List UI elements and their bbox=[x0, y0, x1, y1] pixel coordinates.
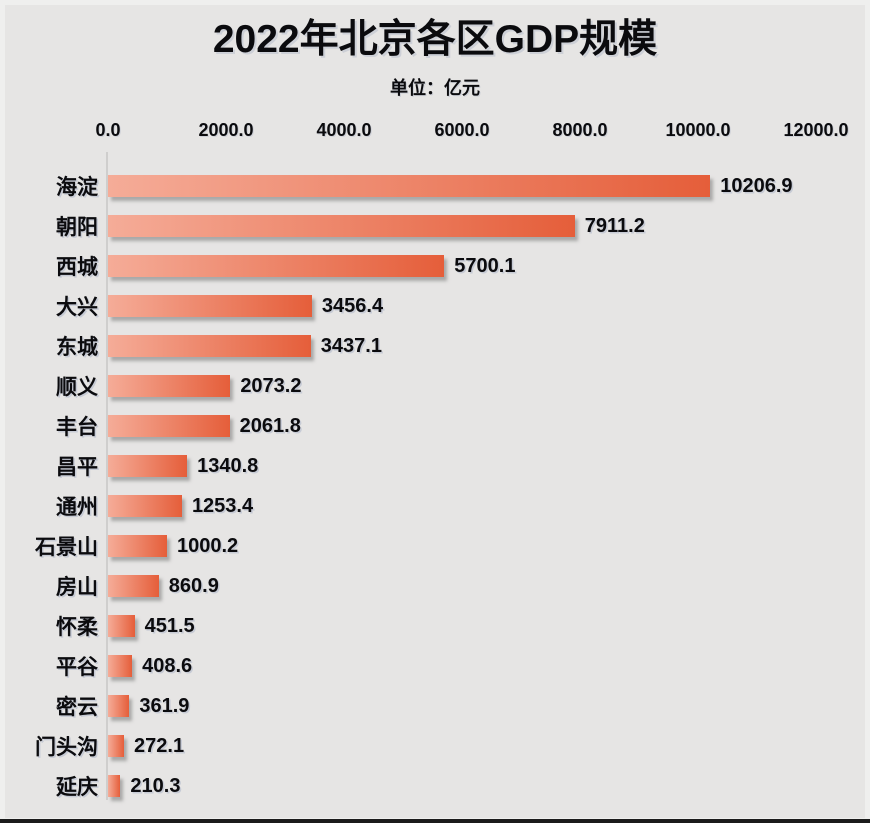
value-label: 3456.4 bbox=[321, 294, 384, 317]
category-label: 通州 bbox=[56, 496, 98, 519]
category-label: 密云 bbox=[56, 696, 98, 719]
x-axis-tick: 8000.0 bbox=[552, 120, 608, 140]
category-label: 丰台 bbox=[56, 416, 98, 439]
category-label: 昌平 bbox=[56, 456, 98, 479]
gdp-bar bbox=[108, 735, 125, 757]
bar-track: 3437.1 bbox=[108, 335, 816, 358]
category-label: 平谷 bbox=[56, 656, 98, 679]
bar-row: 顺义 2073.2 bbox=[0, 366, 870, 406]
bar-track: 1340.8 bbox=[108, 455, 816, 478]
value-label: 1340.8 bbox=[197, 454, 259, 477]
value-label: 361.9 bbox=[139, 694, 190, 717]
bar-row: 房山 860.9 bbox=[0, 566, 870, 606]
bar-track: 361.9 bbox=[108, 695, 816, 718]
bar-track: 3456.4 bbox=[108, 295, 816, 318]
value-label: 3437.1 bbox=[320, 334, 382, 357]
bar-track: 2061.8 bbox=[108, 415, 816, 438]
x-axis: 0.0 2000.0 4000.0 6000.0 8000.0 10000.0 12000.… bbox=[95, 120, 848, 144]
bar-row: 丰台 2061.8 bbox=[0, 406, 870, 446]
value-label: 408.6 bbox=[142, 654, 193, 677]
gdp-bar bbox=[108, 775, 121, 797]
value-label: 210.3 bbox=[130, 774, 181, 797]
gdp-bar bbox=[108, 335, 311, 357]
value-label: 5700.1 bbox=[454, 254, 516, 277]
bar-track: 1000.2 bbox=[108, 535, 816, 558]
bar-row: 大兴 3456.4 bbox=[0, 286, 870, 326]
bar-track: 1253.4 bbox=[108, 495, 816, 518]
category-label: 东城 bbox=[56, 336, 98, 359]
bar-row: 朝阳 7911.2 bbox=[0, 206, 870, 246]
category-label: 石景山 bbox=[35, 536, 98, 559]
value-label: 1253.4 bbox=[191, 494, 254, 517]
bar-track: 860.9 bbox=[108, 575, 816, 598]
gdp-bar bbox=[108, 175, 711, 197]
bar-row: 昌平 1340.8 bbox=[0, 446, 870, 486]
category-label: 房山 bbox=[56, 576, 98, 599]
bar-row: 东城 3437.1 bbox=[0, 326, 870, 366]
bar-track: 272.1 bbox=[108, 735, 816, 758]
value-label: 10206.9 bbox=[720, 174, 793, 197]
category-label: 朝阳 bbox=[56, 216, 98, 239]
x-axis-tick: 10000.0 bbox=[665, 120, 731, 140]
x-axis-tick: 12000.0 bbox=[783, 120, 849, 140]
category-label: 西城 bbox=[56, 256, 98, 279]
bar-rows: 海淀 10206.9 朝阳 7911.2 西城 5700.1 大兴 3456.4 东城 3437.… bbox=[0, 166, 870, 806]
category-label: 大兴 bbox=[56, 296, 98, 319]
bar-track: 5700.1 bbox=[108, 255, 816, 278]
gdp-bar bbox=[108, 295, 312, 317]
category-label: 海淀 bbox=[56, 176, 98, 199]
category-label: 延庆 bbox=[56, 776, 98, 799]
bar-row: 海淀 10206.9 bbox=[0, 166, 870, 206]
chart-subtitle: 单位：亿元 bbox=[390, 78, 480, 98]
bar-row: 怀柔 451.5 bbox=[0, 606, 870, 646]
x-axis-tick: 2000.0 bbox=[198, 120, 254, 140]
gdp-bar bbox=[108, 695, 130, 717]
gdp-bar bbox=[108, 575, 159, 597]
gdp-bar bbox=[108, 415, 230, 437]
value-label: 7911.2 bbox=[584, 214, 645, 237]
bar-row: 门头沟 272.1 bbox=[0, 726, 870, 766]
gdp-bar bbox=[108, 375, 231, 397]
bar-row: 延庆 210.3 bbox=[0, 766, 870, 806]
x-axis-tick: 4000.0 bbox=[316, 120, 372, 140]
gdp-bar bbox=[108, 495, 182, 517]
x-axis-tick: 0.0 bbox=[95, 120, 121, 140]
chart-bottom-border bbox=[0, 819, 870, 823]
value-label: 272.1 bbox=[134, 734, 185, 757]
gdp-bar bbox=[108, 615, 135, 637]
bar-row: 西城 5700.1 bbox=[0, 246, 870, 286]
bar-row: 通州 1253.4 bbox=[0, 486, 870, 526]
value-label: 1000.2 bbox=[177, 534, 239, 557]
y-axis-line bbox=[106, 152, 108, 800]
gdp-bar bbox=[108, 535, 167, 557]
gdp-bar bbox=[108, 215, 575, 237]
category-label: 顺义 bbox=[56, 376, 98, 399]
bar-row: 密云 361.9 bbox=[0, 686, 870, 726]
gdp-bar bbox=[108, 255, 445, 277]
gdp-bar bbox=[108, 655, 133, 677]
chart-title: 2022年北京各区GDP规模 bbox=[212, 18, 658, 61]
bar-track: 408.6 bbox=[108, 655, 816, 678]
bar-track: 2073.2 bbox=[108, 375, 816, 398]
value-label: 860.9 bbox=[168, 574, 219, 597]
category-label: 怀柔 bbox=[56, 616, 98, 639]
bar-track: 10206.9 bbox=[108, 175, 816, 198]
gdp-bar bbox=[108, 455, 188, 477]
category-label: 门头沟 bbox=[35, 736, 98, 759]
bar-track: 7911.2 bbox=[108, 215, 816, 238]
bar-row: 石景山 1000.2 bbox=[0, 526, 870, 566]
x-axis-tick: 6000.0 bbox=[434, 120, 490, 140]
bar-track: 210.3 bbox=[108, 775, 816, 798]
value-label: 2061.8 bbox=[239, 414, 301, 437]
value-label: 2073.2 bbox=[240, 374, 302, 397]
value-label: 451.5 bbox=[144, 614, 195, 637]
bar-track: 451.5 bbox=[108, 615, 816, 638]
bar-row: 平谷 408.6 bbox=[0, 646, 870, 686]
